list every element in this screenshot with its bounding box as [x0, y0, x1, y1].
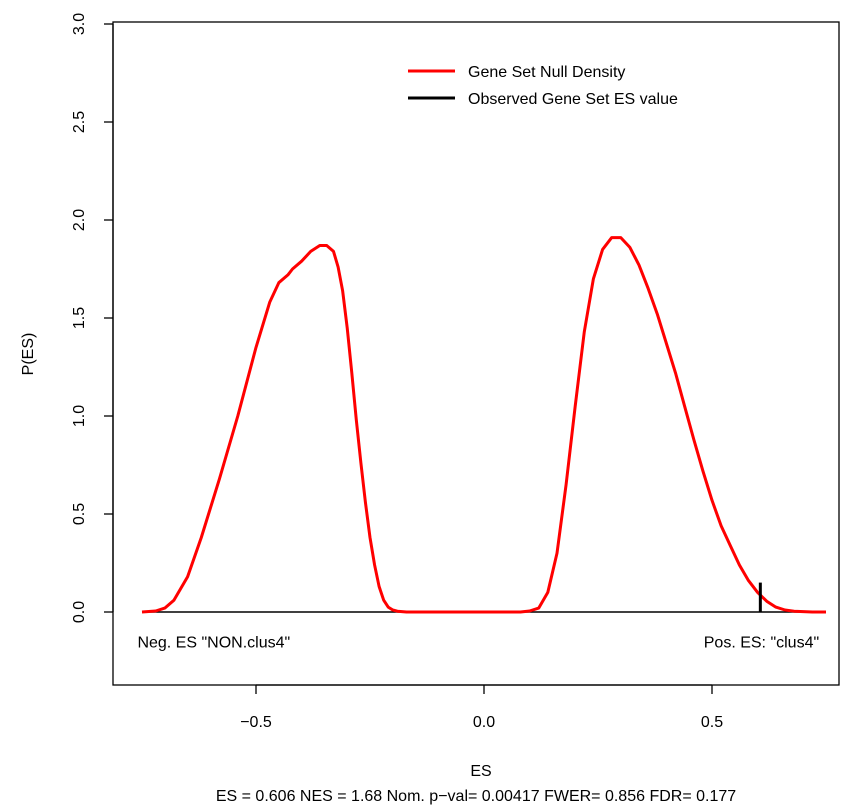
legend: Gene Set Null Density Observed Gene Set … [408, 64, 678, 108]
y-tick-label: 1.5 [71, 307, 88, 329]
x-tick-label: 0.0 [473, 714, 495, 731]
y-tick-label: 0.5 [71, 503, 88, 525]
x-tick-label: −0.5 [240, 714, 272, 731]
annotations: Neg. ES "NON.clus4" Pos. ES: "clus4" [137, 634, 819, 651]
y-tick-label: 3.0 [71, 13, 88, 35]
annotation-label: Pos. ES: "clus4" [704, 634, 819, 651]
legend-label-density: Gene Set Null Density [468, 64, 625, 81]
plot-frame [112, 21, 840, 686]
y-tick-label: 2.5 [71, 111, 88, 133]
stats-summary: ES = 0.606 NES = 1.68 Nom. p−val= 0.0041… [216, 788, 736, 805]
legend-label-observed: Observed Gene Set ES value [468, 91, 678, 108]
null-density-line [141, 236, 826, 614]
x-axis: −0.5 0.0 0.5 [240, 684, 723, 731]
y-tick-label: 1.0 [71, 405, 88, 427]
y-axis-title: P(ES) [20, 333, 37, 376]
y-axis: 0.0 0.5 1.0 1.5 2.0 2.5 3.0 [71, 13, 114, 623]
x-tick-label: 0.5 [701, 714, 723, 731]
annotation-label: Neg. ES "NON.clus4" [137, 634, 290, 651]
y-tick-label: 2.0 [71, 209, 88, 231]
y-tick-label: 0.0 [71, 601, 88, 623]
x-axis-title: ES [470, 763, 491, 780]
